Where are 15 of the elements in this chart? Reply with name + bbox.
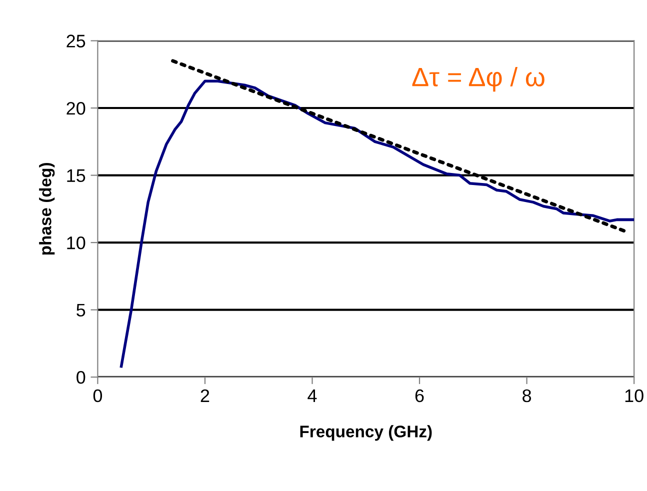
annotation: Δτ = Δφ / ω: [412, 67, 544, 92]
y-axis-title: phase (deg): [39, 162, 55, 255]
y-tick-label: 0: [76, 371, 86, 384]
x-tick-label: 2: [200, 389, 210, 402]
x-tick-label: 0: [93, 389, 102, 402]
y-tick-label: 25: [66, 34, 86, 48]
x-tick-label: 8: [522, 389, 532, 402]
x-axis-title: Frequency (GHz): [300, 425, 432, 441]
x-tick-label: 10: [625, 389, 644, 402]
y-tick-label: 5: [76, 304, 86, 317]
x-tick-label: 6: [415, 389, 424, 402]
x-tick-label: 4: [308, 390, 317, 402]
y-tick-label: 20: [66, 102, 86, 115]
y-tick-label: 15: [67, 169, 86, 182]
y-tick-label: 10: [67, 236, 86, 250]
